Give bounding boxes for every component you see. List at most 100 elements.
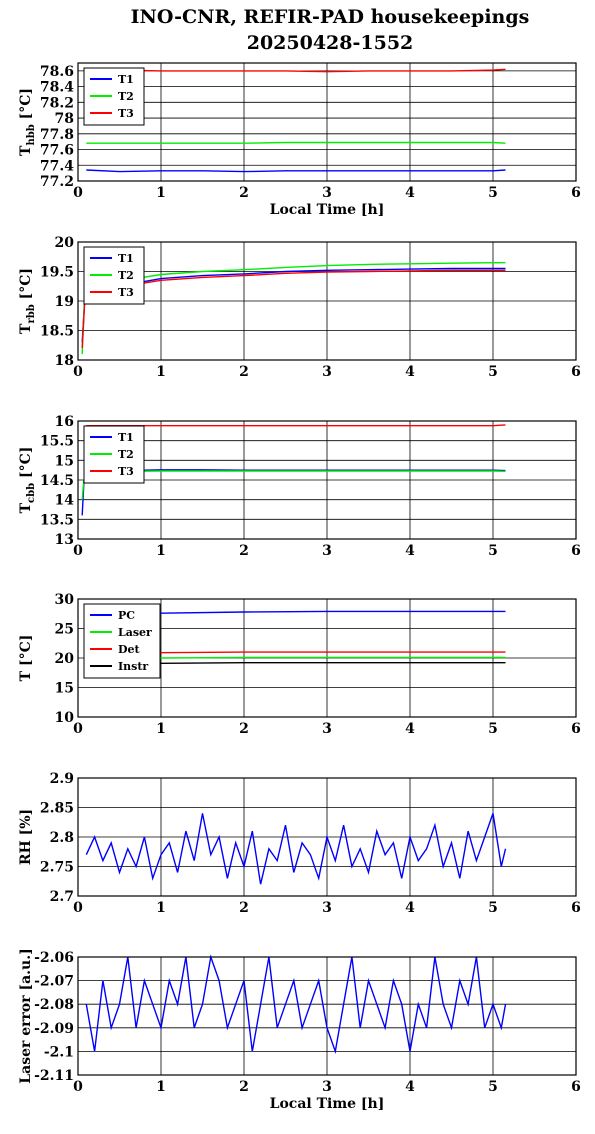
series-line-det <box>86 651 506 654</box>
legend-label: T2 <box>118 90 134 103</box>
x-tick-label: 1 <box>156 185 166 201</box>
y-tick-label: 16 <box>55 414 74 430</box>
y-tick-label: 2.7 <box>50 889 74 905</box>
x-tick-label: 6 <box>571 364 581 380</box>
chart-panel-1: 0 1 2 3 4 5 677.277.477.677.87878.278.478.6Thb… <box>18 62 581 218</box>
chart-panel-6: 0 1 2 3 4 5 6 -2.11 -2.1 -2.09 -2.08 -2.07 -2.06Lase… <box>18 948 581 1112</box>
x-tick-label: 4 <box>405 1079 415 1095</box>
y-tick-label: 19 <box>55 294 74 310</box>
y-tick-label: 2.75 <box>40 860 74 876</box>
y-tick-label: -2.07 <box>34 974 74 990</box>
x-tick-label: 4 <box>405 900 415 916</box>
y-tick-label: 18 <box>55 353 74 369</box>
x-tick-label: 5 <box>488 1079 498 1095</box>
legend-label: T3 <box>118 286 134 299</box>
series-line-laser <box>86 656 506 659</box>
x-tick-label: 3 <box>322 900 332 916</box>
y-axis-label-sub: rbb <box>26 304 37 323</box>
y-tick-label: 20 <box>55 651 75 667</box>
series-line-t3 <box>86 68 506 73</box>
x-tick-label: 3 <box>322 364 332 380</box>
y-axis-label: Thbb [°C] <box>18 88 37 156</box>
x-tick-label: 0 <box>73 1079 83 1095</box>
y-tick-label: 2.9 <box>50 771 74 787</box>
legend-label: PC <box>118 609 135 622</box>
x-tick-label: 1 <box>156 1079 166 1095</box>
x-axis-label: Local Time [h] <box>270 1096 385 1112</box>
x-tick-label: 5 <box>488 543 498 559</box>
legend-label: T2 <box>118 269 134 282</box>
legend: T1 T2 T3 <box>83 246 145 305</box>
y-axis-label-unit: [°C] <box>18 268 34 304</box>
y-tick-label: 2.8 <box>50 830 74 846</box>
y-tick-label: 10 <box>55 710 75 726</box>
chart-panel-2: 0 1 2 3 4 5 6 18 18.5 19 19.5 20 Trbb [°C] T1 T2 T3 <box>18 235 581 380</box>
x-tick-label: 3 <box>322 721 332 737</box>
y-tick-label: 14.5 <box>40 473 74 489</box>
y-tick-label: 18.5 <box>40 324 74 340</box>
series-line-t2 <box>81 262 506 355</box>
chart-panel-4: 0 1 2 3 4 5 6 10 15 20 25 30 T [°C] PC Laser Det Instr <box>18 592 581 737</box>
y-tick-label: -2.11 <box>34 1068 74 1084</box>
x-tick-label: 1 <box>156 364 166 380</box>
x-axis-label: Local Time [h] <box>270 202 385 218</box>
y-tick-label: 14 <box>55 493 75 509</box>
series-line-t2 <box>81 470 506 500</box>
y-tick-label: 77.6 <box>40 143 74 159</box>
x-tick-label: 6 <box>571 185 581 201</box>
series-line-1 <box>85 813 507 885</box>
x-tick-label: 6 <box>571 1079 581 1095</box>
y-axis-label-main: Laser error [a.u.] <box>18 948 34 1083</box>
plot-frame <box>77 777 577 897</box>
y-axis-label: Trbb [°C] <box>18 268 37 334</box>
x-tick-label: 2 <box>239 721 249 737</box>
y-tick-label: -2.1 <box>44 1044 74 1060</box>
series-line-t1 <box>81 267 506 343</box>
x-tick-label: 1 <box>156 543 166 559</box>
y-axis-label: T [°C] <box>18 635 34 682</box>
chart-panel-3: 0 1 2 3 4 5 6 13 13.5 14 14.5 15 15.5 16 Tcbb [°C] T1 T2… <box>18 414 581 559</box>
y-tick-label: 20 <box>55 235 75 251</box>
y-axis-label-main: RH [%] <box>18 809 34 865</box>
x-tick-label: 6 <box>571 721 581 737</box>
y-tick-label: 25 <box>55 622 74 638</box>
legend-label: Instr <box>118 660 148 673</box>
plot-frame <box>77 62 577 182</box>
x-tick-label: 2 <box>239 364 249 380</box>
plot-frame <box>77 420 577 540</box>
y-axis-label-main: T <box>18 323 34 334</box>
x-tick-label: 3 <box>322 185 332 201</box>
x-tick-label: 4 <box>405 364 415 380</box>
legend-box <box>83 67 145 126</box>
y-tick-label: 15.5 <box>40 434 74 450</box>
y-tick-label: 2.85 <box>40 801 74 817</box>
x-tick-label: 0 <box>73 721 83 737</box>
x-tick-label: 2 <box>239 900 249 916</box>
x-tick-label: 5 <box>488 721 498 737</box>
y-axis-label: Laser error [a.u.] <box>18 948 34 1083</box>
legend-label: Det <box>118 643 141 656</box>
x-tick-label: 5 <box>488 185 498 201</box>
title-line-1: INO-CNR, REFIR-PAD housekeepings <box>130 6 530 28</box>
legend: PC Laser Det Instr <box>83 603 161 679</box>
legend-label: Laser <box>118 626 152 639</box>
plot-frame <box>77 241 577 361</box>
series-line-t2 <box>86 141 506 144</box>
legend-label: T1 <box>118 73 134 86</box>
y-axis-label-sub: hbb <box>26 124 37 145</box>
y-tick-label: 15 <box>55 681 74 697</box>
y-tick-label: 19.5 <box>40 265 74 281</box>
series-line-pc <box>86 610 506 615</box>
x-tick-label: 0 <box>73 364 83 380</box>
legend: T1 T2 T3 <box>83 67 145 126</box>
y-axis-label-unit: [°C] <box>18 447 34 483</box>
y-axis-label: RH [%] <box>18 809 34 865</box>
y-tick-label: 15 <box>55 453 74 469</box>
y-axis-label-main: T <box>18 145 34 156</box>
y-tick-label: 77.8 <box>40 127 74 143</box>
y-tick-label: 77.4 <box>40 158 74 174</box>
x-tick-label: 2 <box>239 1079 249 1095</box>
series-line-t1 <box>81 469 506 516</box>
y-tick-label: 78 <box>55 111 74 127</box>
